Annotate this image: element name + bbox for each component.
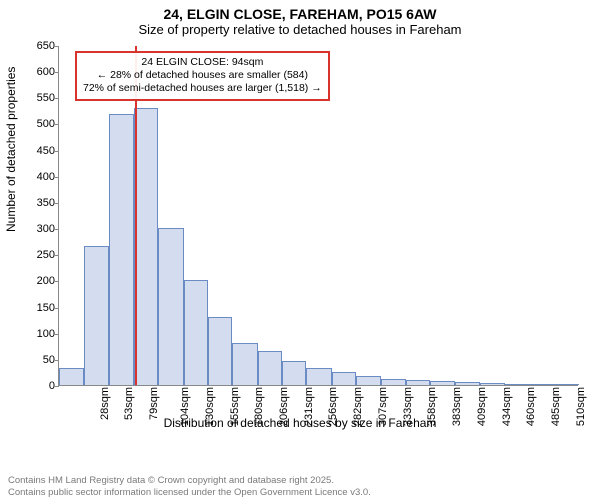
chart-title: 24, ELGIN CLOSE, FAREHAM, PO15 6AW [0, 0, 600, 22]
histogram-bar [332, 372, 356, 385]
histogram-bar [282, 361, 306, 385]
y-tick-label: 450 [25, 145, 55, 157]
histogram-bar [134, 108, 158, 385]
y-tick-label: 250 [25, 249, 55, 261]
histogram-bar [208, 317, 232, 385]
y-tick-mark [55, 281, 59, 282]
histogram-bar [480, 383, 505, 385]
annotation-box: 24 ELGIN CLOSE: 94sqm← 28% of detached h… [75, 51, 330, 100]
histogram-bar [184, 280, 208, 385]
y-tick-mark [55, 124, 59, 125]
y-tick-label: 50 [25, 354, 55, 366]
y-tick-label: 600 [25, 66, 55, 78]
y-tick-mark [55, 46, 59, 47]
y-tick-label: 0 [25, 380, 55, 392]
histogram-bar [258, 351, 282, 385]
y-tick-mark [55, 72, 59, 73]
attribution-text: Contains HM Land Registry data © Crown c… [8, 475, 371, 498]
y-tick-mark [55, 308, 59, 309]
y-tick-mark [55, 229, 59, 230]
attribution-line: Contains public sector information licen… [8, 487, 371, 498]
y-tick-label: 350 [25, 197, 55, 209]
annotation-line: ← 28% of detached houses are smaller (58… [83, 69, 322, 82]
histogram-bar [356, 376, 381, 385]
y-tick-label: 500 [25, 118, 55, 130]
y-axis-label: Number of detached properties [4, 67, 18, 232]
y-tick-mark [55, 360, 59, 361]
y-tick-label: 100 [25, 328, 55, 340]
y-tick-label: 150 [25, 302, 55, 314]
y-tick-label: 400 [25, 171, 55, 183]
histogram-bar [59, 368, 84, 385]
x-axis-label: Distribution of detached houses by size … [0, 416, 600, 430]
histogram-bar [84, 246, 108, 385]
histogram-bar [306, 368, 331, 385]
histogram-bar [554, 384, 579, 385]
y-tick-mark [55, 177, 59, 178]
histogram-bar [158, 228, 183, 385]
histogram-bar [232, 343, 257, 385]
histogram-bar [529, 384, 553, 385]
chart-subtitle: Size of property relative to detached ho… [0, 22, 600, 41]
y-tick-label: 650 [25, 40, 55, 52]
histogram-bar [406, 380, 430, 385]
histogram-bar [455, 382, 479, 385]
y-tick-label: 550 [25, 92, 55, 104]
histogram-bar [109, 114, 134, 385]
y-tick-label: 300 [25, 223, 55, 235]
y-tick-mark [55, 98, 59, 99]
histogram-bar [505, 384, 529, 385]
y-tick-label: 200 [25, 275, 55, 287]
histogram-bar [381, 379, 405, 385]
attribution-line: Contains HM Land Registry data © Crown c… [8, 475, 371, 486]
plot-area: 0501001502002503003504004505005506006502… [58, 46, 578, 386]
y-tick-mark [55, 255, 59, 256]
chart-container: Number of detached properties 0501001502… [0, 42, 600, 450]
y-tick-mark [55, 334, 59, 335]
y-tick-mark [55, 151, 59, 152]
annotation-line: 24 ELGIN CLOSE: 94sqm [83, 56, 322, 69]
annotation-line: 72% of semi-detached houses are larger (… [83, 82, 322, 95]
y-tick-mark [55, 386, 59, 387]
y-tick-mark [55, 203, 59, 204]
histogram-bar [430, 381, 455, 385]
